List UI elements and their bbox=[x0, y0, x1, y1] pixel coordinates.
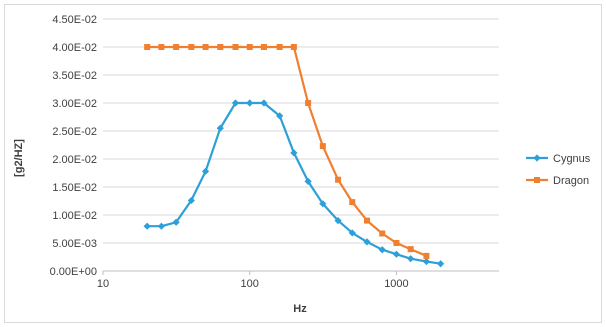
data-point bbox=[349, 199, 356, 206]
gridlines bbox=[103, 18, 499, 244]
series-line-cygnus bbox=[147, 101, 441, 265]
data-point bbox=[407, 255, 415, 263]
y-tick-label: 1.00E-02 bbox=[52, 210, 97, 222]
data-point bbox=[157, 222, 165, 230]
data-point bbox=[335, 176, 342, 183]
data-point bbox=[290, 149, 298, 157]
data-point bbox=[348, 229, 356, 237]
data-point bbox=[246, 99, 254, 107]
y-axis-title: [g2/HZ] bbox=[13, 139, 25, 177]
data-point bbox=[407, 246, 414, 253]
data-point bbox=[319, 143, 326, 150]
data-point bbox=[201, 167, 210, 175]
data-point bbox=[378, 246, 386, 254]
y-tick-label: 4.50E-02 bbox=[52, 14, 97, 26]
legend-marker bbox=[534, 177, 540, 183]
y-tick-label: 0.00E+00 bbox=[50, 266, 97, 278]
series-cygnus bbox=[143, 99, 445, 268]
y-tick-label: 1.50E-02 bbox=[52, 182, 97, 194]
data-point bbox=[276, 44, 283, 50]
y-tick-label: 2.00E-02 bbox=[52, 154, 97, 166]
data-point bbox=[260, 44, 267, 50]
data-point bbox=[364, 217, 371, 224]
data-point bbox=[202, 44, 209, 50]
series-dragon bbox=[144, 44, 430, 259]
y-tick-label: 3.50E-02 bbox=[52, 70, 97, 82]
data-point bbox=[260, 99, 268, 107]
y-tick-labels: 0.00E+00 5.00E-03 1.00E-02 1.50E-02 2.00E-02… bbox=[50, 14, 97, 278]
data-point bbox=[143, 222, 151, 230]
axes bbox=[102, 270, 499, 275]
x-tick-label: 10 bbox=[97, 278, 109, 290]
data-point bbox=[319, 200, 327, 208]
data-point bbox=[437, 260, 445, 268]
data-point bbox=[393, 240, 400, 246]
data-point bbox=[172, 218, 180, 226]
x-axis-title: Hz bbox=[293, 303, 307, 315]
data-point bbox=[290, 44, 297, 50]
legend-marker bbox=[533, 154, 541, 162]
data-point bbox=[231, 99, 240, 107]
x-tick-label: 100 bbox=[241, 278, 259, 290]
legend-item-dragon: Dragon bbox=[526, 175, 589, 187]
data-point bbox=[423, 252, 430, 259]
data-point bbox=[304, 177, 312, 185]
data-point bbox=[144, 44, 151, 50]
data-point bbox=[216, 124, 224, 132]
y-tick-label: 3.00E-02 bbox=[52, 98, 97, 110]
x-tick-label: 1000 bbox=[384, 278, 408, 290]
data-point bbox=[379, 230, 386, 237]
data-point bbox=[232, 44, 239, 50]
chart-frame bbox=[4, 4, 602, 323]
data-point bbox=[363, 238, 371, 246]
legend-label: Cygnus bbox=[553, 153, 591, 165]
data-point bbox=[173, 44, 180, 50]
data-point bbox=[217, 44, 224, 50]
legend-label: Dragon bbox=[553, 175, 589, 187]
legend: Cygnus Dragon bbox=[526, 153, 591, 187]
y-tick-label: 4.00E-02 bbox=[52, 42, 97, 54]
data-point bbox=[158, 44, 165, 50]
data-point bbox=[188, 44, 195, 50]
data-point bbox=[392, 250, 401, 258]
data-point bbox=[187, 196, 195, 205]
data-point bbox=[422, 257, 430, 266]
data-point bbox=[276, 112, 284, 120]
y-tick-label: 5.00E-03 bbox=[52, 238, 97, 250]
plot-area bbox=[143, 44, 445, 268]
data-point bbox=[305, 100, 312, 106]
y-tick-label: 2.50E-02 bbox=[52, 126, 97, 138]
x-tick-labels: 10 100 1000 bbox=[97, 278, 409, 290]
series-line-dragon bbox=[147, 45, 427, 257]
data-point bbox=[246, 44, 253, 50]
data-point bbox=[334, 217, 342, 225]
legend-item-cygnus: Cygnus bbox=[526, 153, 591, 165]
